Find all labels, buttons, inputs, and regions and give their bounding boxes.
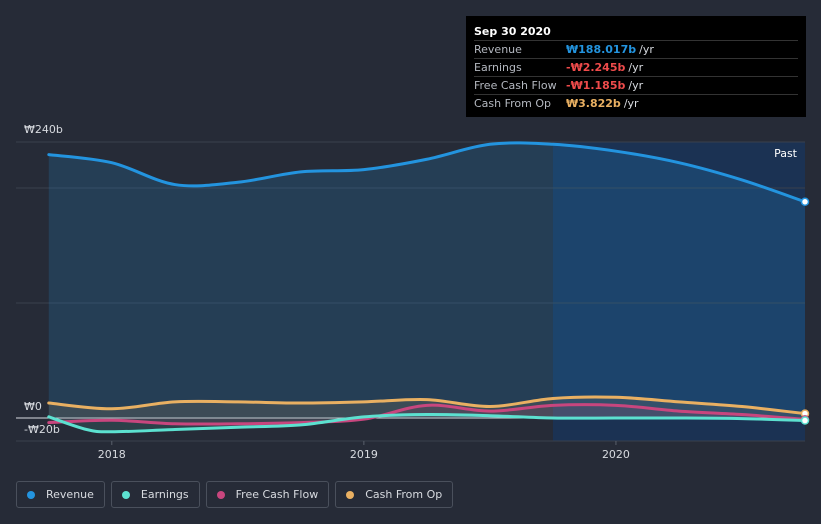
legend-label: Free Cash Flow (235, 488, 319, 501)
tooltip-label: Free Cash Flow (474, 79, 557, 92)
tooltip-label: Earnings (474, 61, 522, 74)
series-end-dot (800, 197, 810, 207)
series-end-dot (800, 416, 810, 425)
series-area-revenue (48, 142, 806, 418)
legend-item-free-cash-flow[interactable]: Free Cash Flow (205, 481, 330, 508)
tooltip-value: ₩3.822b (566, 97, 621, 110)
tooltip-date: Sep 30 2020 (474, 25, 551, 38)
series-line-free-cash-flow (47, 403, 807, 426)
y-tick-label: ₩0 (24, 400, 42, 413)
tooltip-row-earnings: Earnings -₩2.245b /yr (474, 58, 798, 76)
tooltip-unit: /yr (628, 79, 644, 92)
tooltip-unit: /yr (623, 97, 639, 110)
tooltip-unit: /yr (639, 43, 654, 56)
legend-label: Revenue (46, 488, 94, 501)
past-label: Past (774, 147, 798, 160)
future-region (552, 142, 805, 441)
series-end-markers (800, 197, 810, 425)
tooltip-unit: /yr (628, 61, 644, 74)
tooltip-label: Cash From Op (474, 97, 552, 110)
legend-item-cash-from-op[interactable]: Cash From Op (335, 481, 454, 508)
legend-dot-icon (346, 490, 355, 499)
legend-dot-icon (121, 490, 130, 499)
y-tick-label: -₩20b (24, 423, 60, 436)
legend-dot-icon (27, 490, 35, 499)
tooltip-value: -₩1.185b (566, 79, 626, 92)
tooltip-panel: Sep 30 2020 Revenue ₩188.017b /yr Earnin… (466, 16, 806, 117)
series-areas (48, 142, 806, 432)
series-area-earnings (48, 414, 806, 432)
series-lines (47, 141, 807, 434)
tooltip-row-cash-from-op: Cash From Op ₩3.822b /yr (474, 94, 798, 112)
x-tick-label: 2020 (602, 448, 630, 461)
series-line-earnings (47, 413, 807, 434)
tooltip-label: Revenue (474, 43, 522, 56)
axis-labels: ₩240b ₩0 -₩20b 2018 2019 2020 (24, 123, 630, 461)
tooltip-row-revenue: Revenue ₩188.017b /yr (474, 40, 798, 58)
legend-item-earnings[interactable]: Earnings (110, 481, 200, 508)
tooltip-value: -₩2.245b (566, 61, 626, 74)
legend-item-revenue[interactable]: Revenue (16, 481, 105, 508)
tooltip-row-free-cash-flow: Free Cash Flow -₩1.185b /yr (474, 76, 798, 94)
legend-dot-icon (216, 490, 225, 499)
x-tick-label: 2018 (98, 448, 126, 461)
legend: Revenue Earnings Free Cash Flow Cash Fro… (16, 481, 459, 508)
tooltip-value: ₩188.017b (566, 43, 637, 56)
series-line-revenue (47, 141, 807, 204)
series-line-cash-from-op (47, 395, 807, 416)
x-tick-label: 2019 (350, 448, 378, 461)
legend-label: Earnings (140, 488, 189, 501)
legend-label: Cash From Op (365, 488, 443, 501)
y-tick-label: ₩240b (24, 123, 63, 136)
